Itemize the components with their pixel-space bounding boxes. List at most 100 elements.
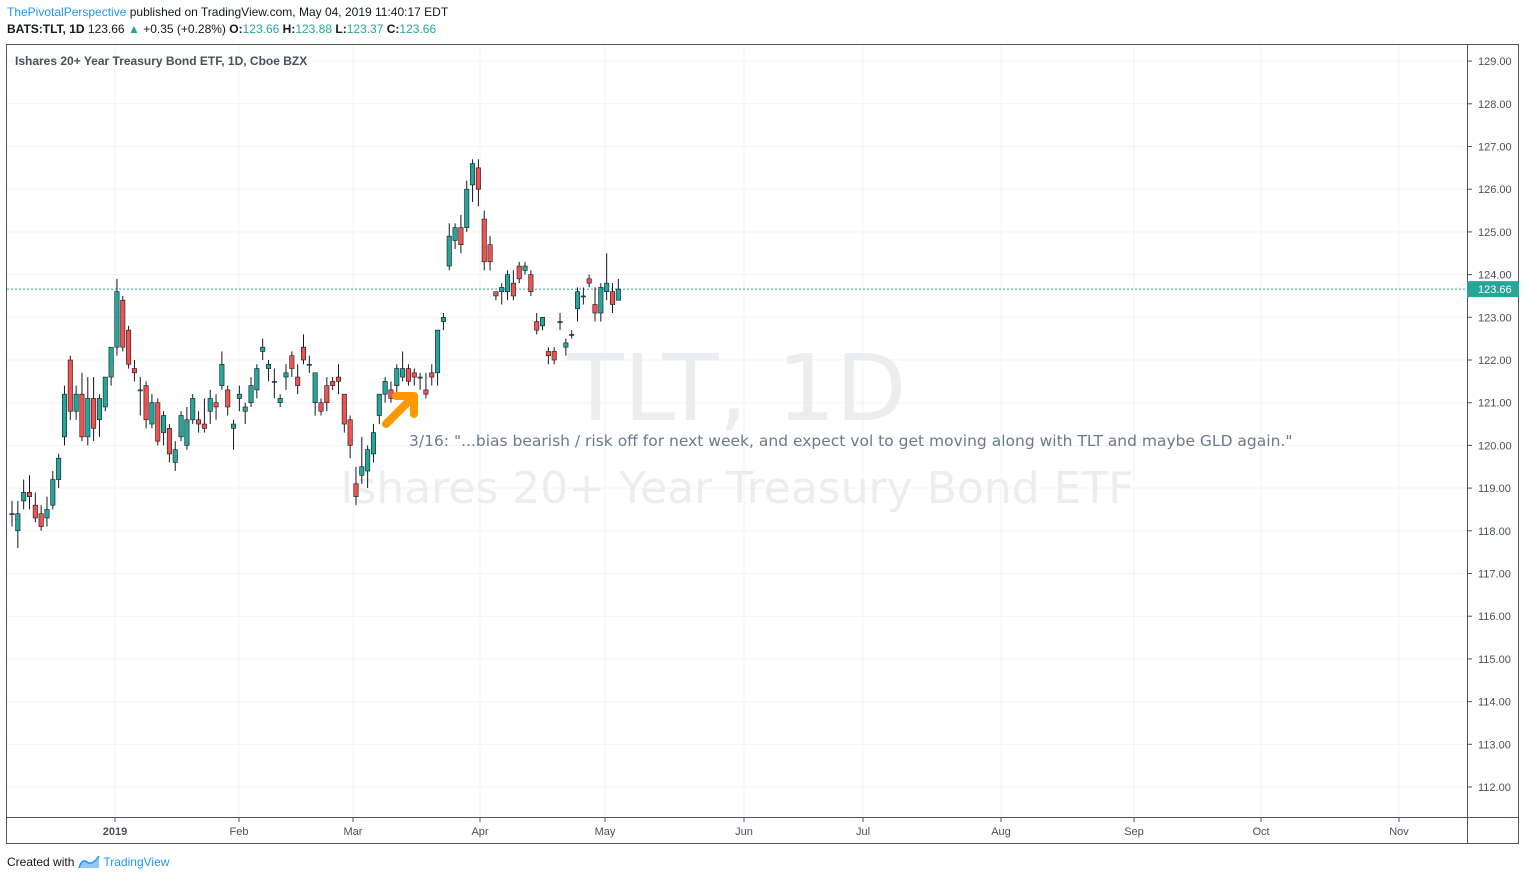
candle[interactable] [615, 278, 621, 301]
candle[interactable] [9, 500, 15, 527]
candle[interactable] [324, 377, 330, 412]
candle[interactable] [586, 274, 592, 288]
candle[interactable] [15, 500, 21, 548]
candle[interactable] [598, 283, 604, 322]
candle[interactable] [266, 360, 272, 382]
candle[interactable] [236, 385, 242, 412]
candle[interactable] [155, 398, 161, 446]
candle[interactable] [405, 364, 411, 386]
candle[interactable] [178, 411, 184, 442]
candle[interactable] [534, 313, 540, 335]
candle[interactable] [283, 364, 289, 390]
candle[interactable] [557, 313, 563, 331]
symbol-label[interactable]: BATS:TLT, 1D [7, 22, 85, 36]
candle[interactable] [143, 381, 149, 429]
candle[interactable] [545, 347, 551, 365]
candle[interactable] [475, 159, 481, 207]
candle[interactable] [213, 394, 219, 420]
candle[interactable] [50, 471, 56, 510]
candle[interactable] [306, 355, 312, 373]
price-axis[interactable]: 112.00 113.00 114.00 115.00 116.00 117.00 118.… [1467, 56, 1512, 794]
candle[interactable] [376, 393, 382, 425]
candle[interactable] [131, 360, 137, 382]
candle[interactable] [32, 492, 38, 523]
candle[interactable] [365, 445, 371, 489]
candle[interactable] [551, 347, 557, 365]
candle[interactable] [277, 394, 283, 407]
candle[interactable] [91, 377, 97, 442]
candle[interactable] [341, 393, 347, 433]
candle[interactable] [318, 398, 324, 416]
candle[interactable] [149, 394, 155, 429]
candle[interactable] [464, 180, 470, 232]
tradingview-logo[interactable]: TradingView [78, 855, 169, 869]
candle[interactable] [470, 159, 476, 203]
candle[interactable] [207, 389, 213, 425]
candle[interactable] [108, 346, 114, 386]
candle[interactable] [400, 351, 406, 382]
candle[interactable] [166, 424, 172, 463]
candle[interactable] [487, 236, 493, 271]
candle[interactable] [510, 270, 516, 301]
candle[interactable] [609, 283, 615, 314]
candle[interactable] [359, 436, 365, 484]
candle[interactable] [505, 270, 511, 301]
candle[interactable] [353, 466, 359, 506]
candle[interactable] [225, 385, 231, 416]
author-link[interactable]: ThePivotalPerspective [7, 5, 127, 19]
candle[interactable] [312, 372, 318, 416]
candle[interactable] [295, 364, 301, 395]
candle[interactable] [172, 441, 178, 472]
candle[interactable] [493, 291, 499, 301]
candle[interactable] [289, 351, 295, 378]
candle[interactable] [347, 415, 353, 459]
candle[interactable] [231, 419, 237, 450]
candle[interactable] [370, 424, 376, 463]
candle[interactable] [21, 479, 27, 510]
candle[interactable] [382, 377, 388, 403]
candle[interactable] [458, 214, 464, 254]
candle[interactable] [26, 475, 32, 510]
candle[interactable] [569, 330, 575, 339]
candle[interactable] [522, 261, 528, 275]
candle[interactable] [114, 278, 120, 356]
time-axis[interactable]: 2019 Feb Mar Apr May Jun Jul Aug Sep Oct Nov [103, 817, 1410, 838]
candle[interactable] [435, 329, 441, 386]
candle[interactable] [604, 253, 610, 301]
candle[interactable] [67, 355, 73, 420]
candle[interactable] [201, 398, 207, 433]
annotation-arrow-icon[interactable] [382, 392, 418, 428]
candle[interactable] [592, 287, 598, 322]
candle[interactable] [423, 372, 429, 399]
candle[interactable] [429, 364, 435, 386]
candle[interactable] [248, 377, 254, 407]
candle[interactable] [126, 325, 132, 369]
candle[interactable] [540, 316, 546, 331]
candle[interactable] [440, 313, 446, 331]
candle[interactable] [102, 376, 108, 412]
candle[interactable] [516, 261, 522, 284]
candle[interactable] [219, 351, 225, 390]
candle[interactable] [120, 295, 126, 352]
candle[interactable] [481, 210, 487, 271]
annotation-note[interactable]: 3/16: "...bias bearish / risk off for ne… [409, 432, 1292, 450]
candle[interactable] [242, 402, 248, 425]
candle[interactable] [563, 338, 569, 356]
candle[interactable] [61, 385, 67, 446]
candle[interactable] [137, 377, 143, 416]
candle[interactable] [452, 223, 458, 249]
candle[interactable] [56, 453, 62, 489]
candle[interactable] [580, 287, 586, 305]
candle[interactable] [196, 411, 202, 433]
candle[interactable] [411, 368, 417, 386]
candle[interactable] [260, 338, 266, 360]
candle[interactable] [528, 270, 534, 296]
candle[interactable] [394, 364, 400, 395]
candle[interactable] [446, 223, 452, 271]
candle[interactable] [190, 394, 196, 425]
candle[interactable] [79, 372, 85, 442]
candle[interactable] [96, 394, 102, 437]
candle[interactable] [44, 496, 50, 527]
candle[interactable] [254, 364, 260, 399]
